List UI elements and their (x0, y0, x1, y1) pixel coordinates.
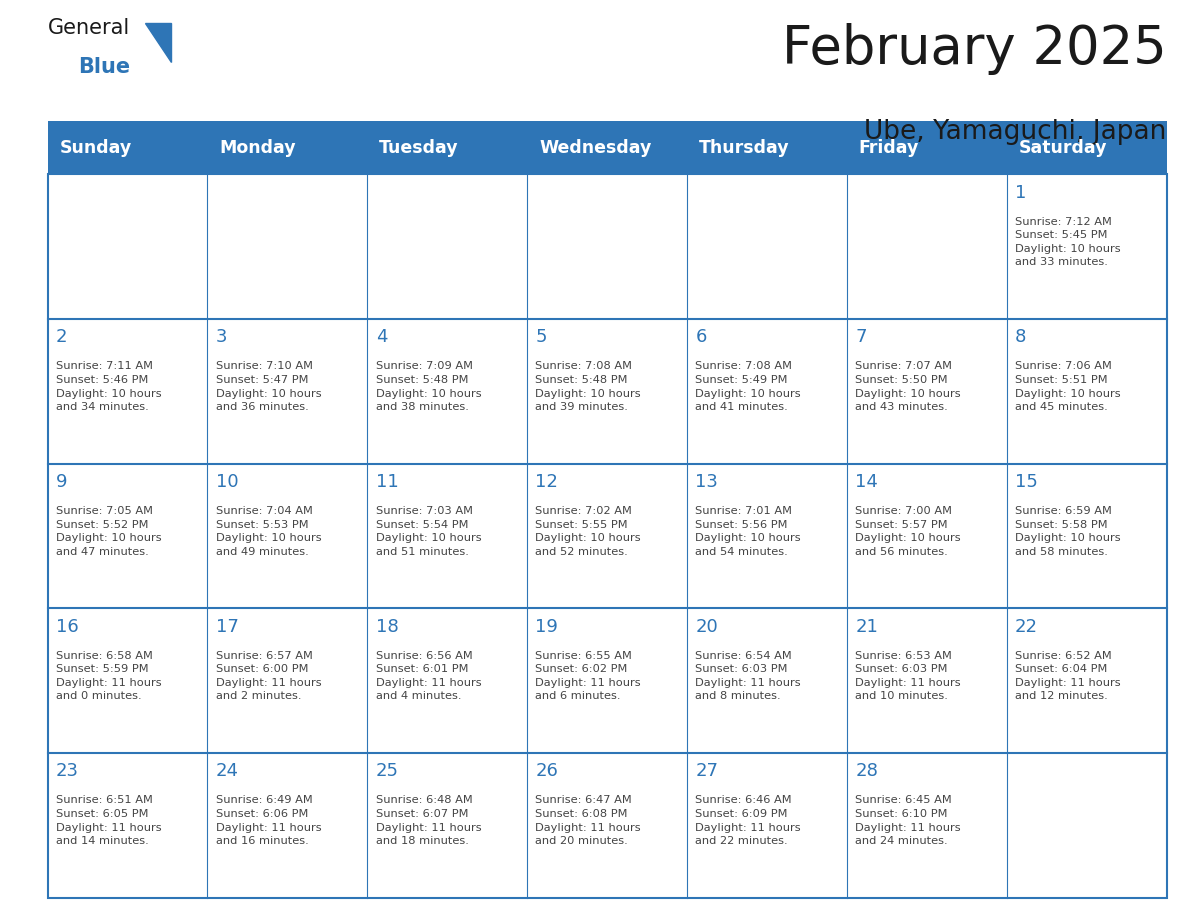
Text: Sunrise: 7:09 AM
Sunset: 5:48 PM
Daylight: 10 hours
and 38 minutes.: Sunrise: 7:09 AM Sunset: 5:48 PM Dayligh… (375, 362, 481, 412)
Text: 26: 26 (536, 762, 558, 780)
Bar (48, 121, 1167, 174)
Text: February 2025: February 2025 (782, 23, 1167, 75)
Text: Ube, Yamaguchi, Japan: Ube, Yamaguchi, Japan (864, 119, 1167, 145)
Text: 6: 6 (695, 329, 707, 346)
Text: Sunrise: 6:45 AM
Sunset: 6:10 PM
Daylight: 11 hours
and 24 minutes.: Sunrise: 6:45 AM Sunset: 6:10 PM Dayligh… (855, 795, 961, 846)
Text: Saturday: Saturday (1018, 139, 1107, 157)
Text: Sunrise: 6:51 AM
Sunset: 6:05 PM
Daylight: 11 hours
and 14 minutes.: Sunrise: 6:51 AM Sunset: 6:05 PM Dayligh… (56, 795, 162, 846)
Text: Tuesday: Tuesday (379, 139, 459, 157)
Text: Sunrise: 6:52 AM
Sunset: 6:04 PM
Daylight: 11 hours
and 12 minutes.: Sunrise: 6:52 AM Sunset: 6:04 PM Dayligh… (1015, 651, 1120, 701)
Text: Sunrise: 6:59 AM
Sunset: 5:58 PM
Daylight: 10 hours
and 58 minutes.: Sunrise: 6:59 AM Sunset: 5:58 PM Dayligh… (1015, 506, 1120, 557)
Text: 23: 23 (56, 762, 78, 780)
Text: Monday: Monday (220, 139, 296, 157)
Text: Sunrise: 6:53 AM
Sunset: 6:03 PM
Daylight: 11 hours
and 10 minutes.: Sunrise: 6:53 AM Sunset: 6:03 PM Dayligh… (855, 651, 961, 701)
Text: Sunrise: 7:00 AM
Sunset: 5:57 PM
Daylight: 10 hours
and 56 minutes.: Sunrise: 7:00 AM Sunset: 5:57 PM Dayligh… (855, 506, 961, 557)
Text: Blue: Blue (78, 57, 131, 77)
Bar (48, 174, 1167, 898)
Text: 1: 1 (1015, 184, 1026, 202)
Text: Sunrise: 7:03 AM
Sunset: 5:54 PM
Daylight: 10 hours
and 51 minutes.: Sunrise: 7:03 AM Sunset: 5:54 PM Dayligh… (375, 506, 481, 557)
Text: Sunrise: 7:07 AM
Sunset: 5:50 PM
Daylight: 10 hours
and 43 minutes.: Sunrise: 7:07 AM Sunset: 5:50 PM Dayligh… (855, 362, 961, 412)
Text: 11: 11 (375, 473, 398, 491)
Text: 8: 8 (1015, 329, 1026, 346)
Text: Sunrise: 7:12 AM
Sunset: 5:45 PM
Daylight: 10 hours
and 33 minutes.: Sunrise: 7:12 AM Sunset: 5:45 PM Dayligh… (1015, 217, 1120, 267)
Text: 3: 3 (216, 329, 227, 346)
Text: Sunrise: 6:58 AM
Sunset: 5:59 PM
Daylight: 11 hours
and 0 minutes.: Sunrise: 6:58 AM Sunset: 5:59 PM Dayligh… (56, 651, 162, 701)
Text: Sunrise: 6:46 AM
Sunset: 6:09 PM
Daylight: 11 hours
and 22 minutes.: Sunrise: 6:46 AM Sunset: 6:09 PM Dayligh… (695, 795, 801, 846)
Text: Sunrise: 7:05 AM
Sunset: 5:52 PM
Daylight: 10 hours
and 47 minutes.: Sunrise: 7:05 AM Sunset: 5:52 PM Dayligh… (56, 506, 162, 557)
Text: Sunrise: 6:47 AM
Sunset: 6:08 PM
Daylight: 11 hours
and 20 minutes.: Sunrise: 6:47 AM Sunset: 6:08 PM Dayligh… (536, 795, 642, 846)
Text: 13: 13 (695, 473, 719, 491)
Text: 14: 14 (855, 473, 878, 491)
Text: Sunrise: 6:56 AM
Sunset: 6:01 PM
Daylight: 11 hours
and 4 minutes.: Sunrise: 6:56 AM Sunset: 6:01 PM Dayligh… (375, 651, 481, 701)
Text: 10: 10 (216, 473, 239, 491)
Polygon shape (145, 23, 171, 62)
Text: 21: 21 (855, 618, 878, 635)
Text: 4: 4 (375, 329, 387, 346)
Text: Sunrise: 7:02 AM
Sunset: 5:55 PM
Daylight: 10 hours
and 52 minutes.: Sunrise: 7:02 AM Sunset: 5:55 PM Dayligh… (536, 506, 642, 557)
Text: Sunrise: 7:08 AM
Sunset: 5:48 PM
Daylight: 10 hours
and 39 minutes.: Sunrise: 7:08 AM Sunset: 5:48 PM Dayligh… (536, 362, 642, 412)
Text: Sunday: Sunday (59, 139, 132, 157)
Text: Sunrise: 6:55 AM
Sunset: 6:02 PM
Daylight: 11 hours
and 6 minutes.: Sunrise: 6:55 AM Sunset: 6:02 PM Dayligh… (536, 651, 642, 701)
Text: Sunrise: 7:08 AM
Sunset: 5:49 PM
Daylight: 10 hours
and 41 minutes.: Sunrise: 7:08 AM Sunset: 5:49 PM Dayligh… (695, 362, 801, 412)
Text: Sunrise: 6:57 AM
Sunset: 6:00 PM
Daylight: 11 hours
and 2 minutes.: Sunrise: 6:57 AM Sunset: 6:00 PM Dayligh… (216, 651, 321, 701)
Text: 7: 7 (855, 329, 867, 346)
Text: 24: 24 (216, 762, 239, 780)
Text: 17: 17 (216, 618, 239, 635)
Text: Sunrise: 7:11 AM
Sunset: 5:46 PM
Daylight: 10 hours
and 34 minutes.: Sunrise: 7:11 AM Sunset: 5:46 PM Dayligh… (56, 362, 162, 412)
Text: 12: 12 (536, 473, 558, 491)
Text: Sunrise: 6:48 AM
Sunset: 6:07 PM
Daylight: 11 hours
and 18 minutes.: Sunrise: 6:48 AM Sunset: 6:07 PM Dayligh… (375, 795, 481, 846)
Text: Friday: Friday (859, 139, 920, 157)
Text: 20: 20 (695, 618, 718, 635)
Text: 5: 5 (536, 329, 546, 346)
Text: 18: 18 (375, 618, 398, 635)
Text: Sunrise: 7:01 AM
Sunset: 5:56 PM
Daylight: 10 hours
and 54 minutes.: Sunrise: 7:01 AM Sunset: 5:56 PM Dayligh… (695, 506, 801, 557)
Text: 15: 15 (1015, 473, 1038, 491)
Text: 22: 22 (1015, 618, 1038, 635)
Text: General: General (48, 18, 129, 39)
Text: Sunrise: 7:04 AM
Sunset: 5:53 PM
Daylight: 10 hours
and 49 minutes.: Sunrise: 7:04 AM Sunset: 5:53 PM Dayligh… (216, 506, 321, 557)
Text: Wednesday: Wednesday (539, 139, 651, 157)
Text: 27: 27 (695, 762, 719, 780)
Text: 19: 19 (536, 618, 558, 635)
Text: Sunrise: 7:10 AM
Sunset: 5:47 PM
Daylight: 10 hours
and 36 minutes.: Sunrise: 7:10 AM Sunset: 5:47 PM Dayligh… (216, 362, 321, 412)
Text: Sunrise: 7:06 AM
Sunset: 5:51 PM
Daylight: 10 hours
and 45 minutes.: Sunrise: 7:06 AM Sunset: 5:51 PM Dayligh… (1015, 362, 1120, 412)
Text: 9: 9 (56, 473, 68, 491)
Text: 25: 25 (375, 762, 399, 780)
Text: Sunrise: 6:54 AM
Sunset: 6:03 PM
Daylight: 11 hours
and 8 minutes.: Sunrise: 6:54 AM Sunset: 6:03 PM Dayligh… (695, 651, 801, 701)
Text: 16: 16 (56, 618, 78, 635)
Text: 28: 28 (855, 762, 878, 780)
Text: 2: 2 (56, 329, 68, 346)
Text: Thursday: Thursday (699, 139, 790, 157)
Text: Sunrise: 6:49 AM
Sunset: 6:06 PM
Daylight: 11 hours
and 16 minutes.: Sunrise: 6:49 AM Sunset: 6:06 PM Dayligh… (216, 795, 321, 846)
